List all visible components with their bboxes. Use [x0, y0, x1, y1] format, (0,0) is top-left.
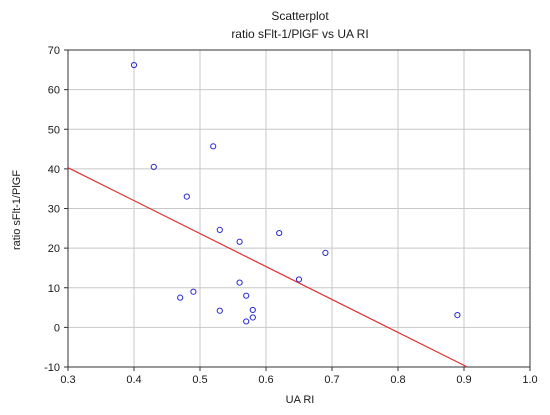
x-tick-label: 0.8 [390, 374, 405, 386]
y-tick-label: 20 [48, 243, 60, 255]
scatter-point [236, 238, 243, 245]
scatter-point [183, 193, 190, 200]
x-tick-label: 0.6 [258, 374, 273, 386]
y-tick-label: 10 [48, 283, 60, 295]
scatter-point [216, 307, 223, 314]
y-tick-label: 30 [48, 204, 60, 216]
scatter-point [322, 249, 329, 256]
y-tick-label: 40 [48, 164, 60, 176]
x-tick-label: 0.9 [456, 374, 471, 386]
scatter-point [454, 311, 461, 319]
scatter-point [243, 292, 250, 299]
y-tick-label: 0 [54, 322, 60, 334]
trendline-layer [67, 167, 468, 368]
x-tick-label: 0.7 [324, 374, 339, 386]
y-axis-ticks: -10 0 10 20 30 40 50 60 70 [44, 45, 68, 374]
scatter-point [249, 314, 256, 321]
scatter-point [295, 276, 303, 283]
y-tick-label: 60 [48, 85, 60, 97]
x-tick-label: 0.3 [60, 374, 75, 386]
scatter-point [177, 294, 184, 301]
x-tick-label: 0.4 [126, 374, 141, 386]
scatter-point [150, 163, 157, 170]
scatter-point [210, 143, 217, 150]
y-tick-label: -10 [44, 362, 60, 374]
scatter-point [216, 226, 223, 233]
y-axis-label: ratio sFlt-1/PlGF [11, 170, 23, 250]
x-tick-label: 0.5 [192, 374, 207, 386]
x-tick-label: 1.0 [522, 374, 537, 386]
scatter-point [236, 279, 243, 286]
scatter-point [276, 229, 283, 237]
scatter-point [190, 288, 197, 295]
scatter-point [130, 61, 138, 69]
y-tick-label: 70 [48, 45, 60, 57]
points-layer [130, 61, 461, 325]
scatter-point [243, 318, 250, 325]
chart-subtitle: ratio sFlt-1/PlGF vs UA RI [231, 27, 368, 41]
x-axis-ticks: 0.3 0.4 0.5 0.6 0.7 0.8 0.9 1.0 [60, 367, 538, 386]
y-tick-label: 50 [48, 124, 60, 136]
chart-title: Scatterplot [271, 9, 329, 23]
scatter-point [249, 306, 256, 314]
trendline [67, 167, 468, 368]
grid-layer [67, 49, 531, 368]
x-axis-label: UA RI [286, 394, 315, 406]
